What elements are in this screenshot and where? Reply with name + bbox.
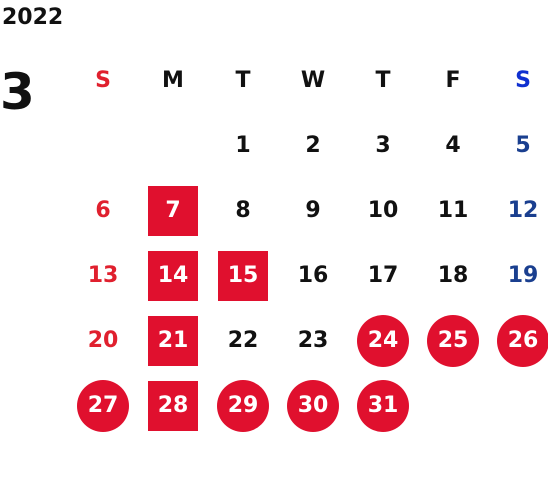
week-row: 27 28 29 30 31 xyxy=(68,373,548,438)
day-cell: 6 xyxy=(68,178,138,243)
day-cell: 2 xyxy=(278,113,348,178)
day-number: 19 xyxy=(507,263,539,288)
day-number: 8 xyxy=(235,198,251,223)
day-number: 1 xyxy=(235,133,251,158)
day-cell: 20 xyxy=(68,308,138,373)
highlighted-day-square: 21 xyxy=(148,315,198,366)
day-cell: 24 xyxy=(348,308,418,373)
weekday-label: S xyxy=(95,68,111,93)
weekday-header-wednesday: W xyxy=(278,48,348,113)
day-cell: 16 xyxy=(278,243,348,308)
highlighted-day-circle: 27 xyxy=(77,379,129,432)
day-cell xyxy=(138,113,208,178)
day-cell: 14 xyxy=(138,243,208,308)
day-cell: 28 xyxy=(138,373,208,438)
highlighted-day-square: 15 xyxy=(218,250,268,301)
week-row: 1 2 3 4 5 xyxy=(68,113,548,178)
highlighted-day-circle: 25 xyxy=(427,314,479,367)
day-number: 11 xyxy=(437,198,469,223)
weekday-header-tuesday: T xyxy=(208,48,278,113)
highlighted-day-square: 14 xyxy=(148,250,198,301)
weekday-label: S xyxy=(515,68,531,93)
day-number: 18 xyxy=(437,263,469,288)
week-row: 6 7 8 9 10 11 12 xyxy=(68,178,548,243)
day-cell: 3 xyxy=(348,113,418,178)
highlighted-day-circle: 26 xyxy=(497,314,548,367)
day-cell: 9 xyxy=(278,178,348,243)
day-number: 3 xyxy=(375,133,391,158)
day-cell: 27 xyxy=(68,373,138,438)
weekday-label: M xyxy=(162,68,184,93)
day-cell: 13 xyxy=(68,243,138,308)
week-row: 13 14 15 16 17 18 19 xyxy=(68,243,548,308)
weekday-label: T xyxy=(235,68,251,93)
month-label: 3 xyxy=(0,63,35,121)
highlighted-day-circle: 31 xyxy=(357,379,409,432)
highlighted-day-square: 7 xyxy=(148,185,198,236)
day-number: 12 xyxy=(507,198,539,223)
day-cell: 7 xyxy=(138,178,208,243)
day-number: 17 xyxy=(367,263,399,288)
weekday-header-saturday: S xyxy=(488,48,548,113)
day-cell: 8 xyxy=(208,178,278,243)
day-number: 23 xyxy=(297,328,329,353)
day-number: 4 xyxy=(445,133,461,158)
day-number: 16 xyxy=(297,263,329,288)
weekday-label: T xyxy=(375,68,391,93)
calendar-grid: S M T W T F S 1 2 3 4 5 6 7 8 9 10 11 12 13 14 15 16 17 1… xyxy=(68,48,548,438)
day-cell: 29 xyxy=(208,373,278,438)
day-cell: 22 xyxy=(208,308,278,373)
day-number: 10 xyxy=(367,198,399,223)
day-cell: 30 xyxy=(278,373,348,438)
day-cell xyxy=(418,373,488,438)
day-cell: 4 xyxy=(418,113,488,178)
day-cell: 5 xyxy=(488,113,548,178)
day-cell xyxy=(68,113,138,178)
highlighted-day-circle: 24 xyxy=(357,314,409,367)
day-number: 20 xyxy=(87,328,119,353)
day-cell: 26 xyxy=(488,308,548,373)
day-cell: 19 xyxy=(488,243,548,308)
weekday-header-monday: M xyxy=(138,48,208,113)
highlighted-day-circle: 29 xyxy=(217,379,269,432)
day-cell: 15 xyxy=(208,243,278,308)
day-cell: 21 xyxy=(138,308,208,373)
day-cell: 23 xyxy=(278,308,348,373)
day-number: 22 xyxy=(227,328,259,353)
day-cell: 1 xyxy=(208,113,278,178)
day-cell: 18 xyxy=(418,243,488,308)
weekday-header-row: S M T W T F S xyxy=(68,48,548,113)
day-cell xyxy=(488,373,548,438)
weekday-header-thursday: T xyxy=(348,48,418,113)
day-cell: 10 xyxy=(348,178,418,243)
day-cell: 12 xyxy=(488,178,548,243)
weeks-container: 1 2 3 4 5 6 7 8 9 10 11 12 13 14 15 16 17 18 19 20 21 22 23 24 2… xyxy=(68,113,548,438)
day-number: 5 xyxy=(515,133,531,158)
weekday-header-friday: F xyxy=(418,48,488,113)
highlighted-day-square: 28 xyxy=(148,380,198,431)
highlighted-day-circle: 30 xyxy=(287,379,339,432)
day-cell: 17 xyxy=(348,243,418,308)
year-label: 2022 xyxy=(2,5,64,30)
day-number: 2 xyxy=(305,133,321,158)
day-cell: 11 xyxy=(418,178,488,243)
day-number: 6 xyxy=(95,198,111,223)
week-row: 20 21 22 23 24 25 26 xyxy=(68,308,548,373)
weekday-label: F xyxy=(445,68,461,93)
day-cell: 25 xyxy=(418,308,488,373)
day-number: 13 xyxy=(87,263,119,288)
day-cell: 31 xyxy=(348,373,418,438)
weekday-label: W xyxy=(300,68,326,93)
weekday-header-sunday: S xyxy=(68,48,138,113)
day-number: 9 xyxy=(305,198,321,223)
